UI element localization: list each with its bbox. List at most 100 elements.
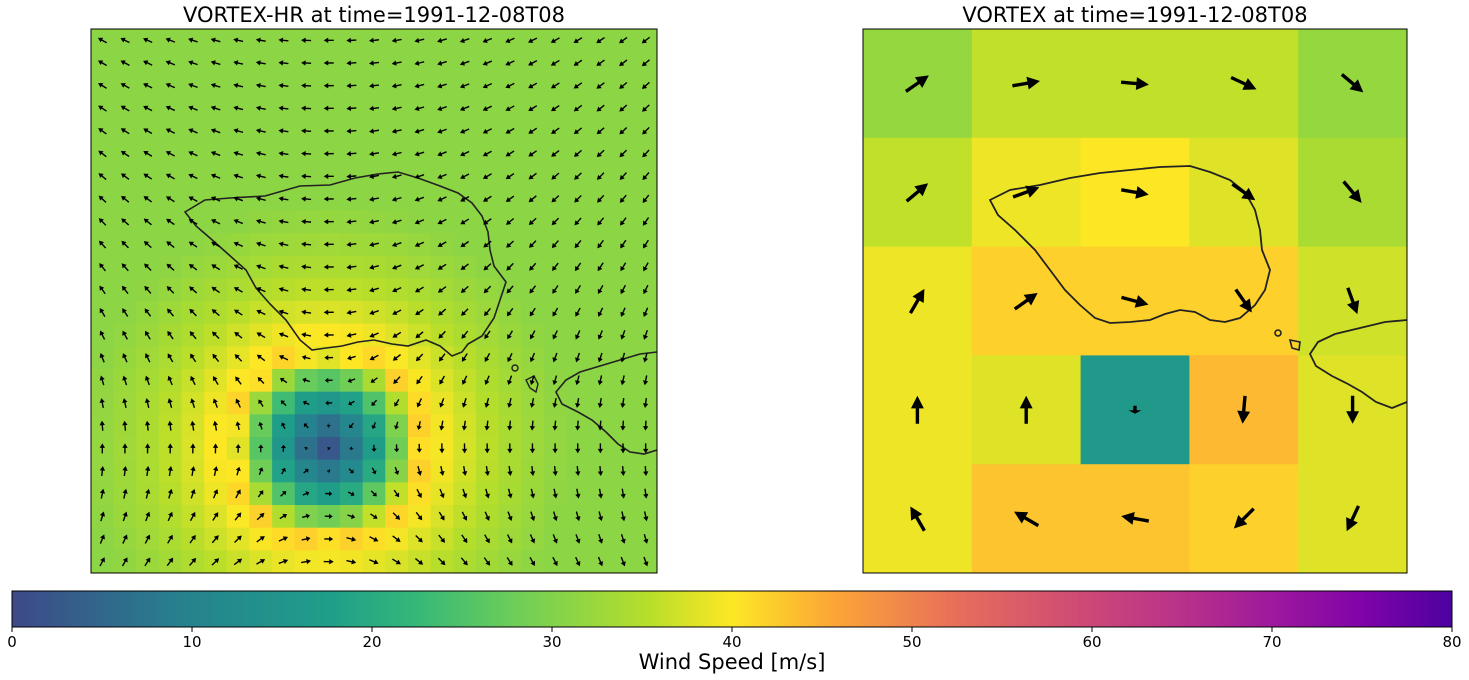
left-wind-arrow xyxy=(99,420,105,431)
left-wind-arrow xyxy=(597,511,604,522)
left-wind-arrow xyxy=(143,60,153,66)
left-wind-arrow xyxy=(190,398,196,408)
left-wind-arrow xyxy=(416,398,423,408)
left-wind-arrow xyxy=(575,285,581,294)
left-wind-arrow xyxy=(210,128,221,134)
left-wind-arrow xyxy=(165,83,176,89)
left-wind-arrow xyxy=(211,241,221,248)
left-wind-arrow xyxy=(301,173,312,179)
left-wind-arrow xyxy=(165,173,175,180)
left-wind-arrow xyxy=(144,308,152,317)
left-wind-arrow xyxy=(98,105,107,112)
left-wind-arrow xyxy=(167,443,173,454)
left-heatmap xyxy=(91,29,657,573)
left-wind-arrow xyxy=(552,556,558,567)
left-wind-arrow xyxy=(462,488,468,499)
left-wind-arrow xyxy=(461,353,468,362)
left-wind-arrow xyxy=(210,37,221,43)
left-wind-arrow xyxy=(346,128,357,134)
left-wind-arrow xyxy=(437,60,447,66)
left-wind-arrow xyxy=(301,218,312,225)
right-wind-arrow xyxy=(1012,185,1040,199)
left-wind-arrow xyxy=(393,489,400,498)
left-wind-arrow xyxy=(188,241,198,248)
left-wind-arrow xyxy=(280,422,286,430)
left-wind-arrow xyxy=(596,172,605,180)
left-wind-arrow xyxy=(597,556,604,567)
left-wind-arrow xyxy=(643,443,649,454)
left-wind-arrow xyxy=(484,420,490,431)
left-wind-arrow xyxy=(439,398,445,408)
left-wind-arrow xyxy=(505,37,515,43)
left-wind-arrow xyxy=(437,83,447,89)
left-wind-arrow xyxy=(528,150,537,157)
left-wind-arrow xyxy=(597,307,604,317)
left-wind-arrow xyxy=(460,195,470,202)
left-wind-arrow xyxy=(211,219,221,225)
left-wind-arrow xyxy=(188,151,198,157)
left-wind-arrow xyxy=(323,151,334,157)
left-wind-arrow xyxy=(167,353,174,363)
left-wind-arrow xyxy=(349,422,354,429)
left-wind-arrow xyxy=(414,173,425,180)
left-wind-arrow xyxy=(323,309,334,316)
left-wind-arrow xyxy=(414,37,425,44)
left-wind-arrow xyxy=(528,127,538,134)
right-wind-arrow xyxy=(1014,511,1040,528)
left-wind-arrow xyxy=(392,354,401,361)
left-wind-arrow xyxy=(280,400,287,407)
left-wind-arrow xyxy=(507,420,513,431)
left-wind-arrow xyxy=(301,558,312,565)
colorbar-tick-label: 10 xyxy=(182,633,201,651)
left-wind-arrow xyxy=(120,150,130,158)
left-wind-arrow xyxy=(506,534,513,544)
left-wind-arrow xyxy=(302,513,310,519)
left-wind-arrow xyxy=(121,218,130,226)
left-wind-arrow xyxy=(347,377,356,383)
left-wind-arrow xyxy=(552,420,558,431)
left-wind-arrow xyxy=(484,534,490,544)
left-wind-arrow xyxy=(552,262,559,271)
left-wind-arrow xyxy=(391,60,402,66)
left-wind-arrow xyxy=(550,37,560,43)
left-wind-arrow xyxy=(507,465,513,476)
left-wind-arrow xyxy=(323,559,334,565)
left-wind-arrow xyxy=(642,217,650,226)
colorbar-tick-label: 30 xyxy=(542,633,561,651)
left-wind-arrow xyxy=(346,105,357,112)
left-wind-arrow xyxy=(597,420,604,431)
left-wind-arrow xyxy=(529,352,536,363)
left-wind-arrow xyxy=(166,286,175,294)
colorbar-tick-label: 40 xyxy=(722,633,741,651)
left-wind-arrow xyxy=(369,60,380,66)
left-wind-arrow xyxy=(144,534,151,544)
left-wind-arrow xyxy=(597,352,603,363)
left-wind-arrow xyxy=(642,397,649,408)
left-wind-arrow xyxy=(552,534,558,544)
left-wind-arrow xyxy=(620,420,626,431)
left-wind-arrow xyxy=(324,513,333,520)
right-wind-arrow xyxy=(1233,507,1255,529)
left-wind-arrow xyxy=(643,556,649,567)
right-wind-arrow xyxy=(1237,395,1251,424)
left-wind-arrow xyxy=(439,375,446,385)
left-wind-arrow xyxy=(145,466,151,477)
left-wind-arrow xyxy=(325,491,333,497)
left-wind-arrow xyxy=(551,150,560,157)
left-wind-arrow xyxy=(370,513,378,519)
left-wind-arrow xyxy=(369,196,380,202)
left-wind-arrow xyxy=(346,309,357,316)
left-panel-title: VORTEX-HR at time=1991-12-08T08 xyxy=(183,3,565,27)
left-wind-arrow xyxy=(258,399,264,407)
left-wind-arrow xyxy=(143,128,153,135)
left-wind-arrow xyxy=(234,331,243,339)
colorbar-tick-label: 20 xyxy=(362,633,381,651)
left-wind-arrow xyxy=(575,330,581,340)
left-wind-arrow xyxy=(347,355,356,361)
left-wind-arrow xyxy=(643,330,649,340)
left-wind-arrow xyxy=(437,151,447,157)
left-wind-arrow xyxy=(484,465,490,476)
left-wind-arrow xyxy=(301,60,312,66)
left-wind-arrow xyxy=(459,83,470,89)
left-wind-arrow xyxy=(439,488,445,499)
